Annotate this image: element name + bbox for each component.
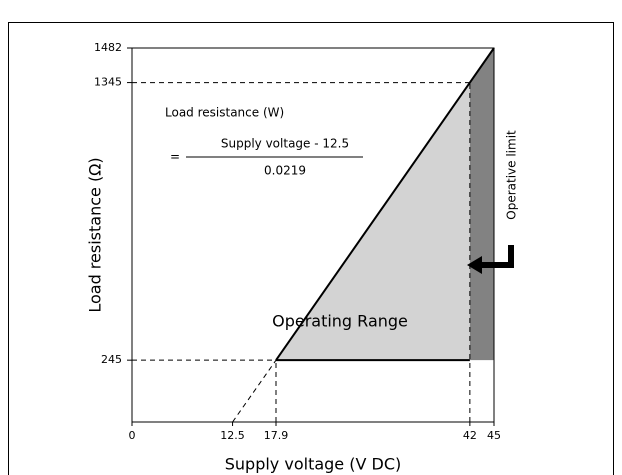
y-tick-label: 1482 <box>94 41 122 54</box>
y-tick-label: 245 <box>101 353 122 366</box>
x-tick-label: 42 <box>463 429 477 442</box>
limit-region <box>469 48 494 361</box>
region-label: Operating Range <box>272 312 408 331</box>
formula-eq: = <box>170 150 180 164</box>
formula-lhs: Load resistance (W) <box>165 106 284 120</box>
extension-line <box>232 359 277 423</box>
formula-numerator: Supply voltage - 12.5 <box>221 137 349 151</box>
formula-denominator: 0.0219 <box>264 164 306 178</box>
plot-frame <box>131 47 495 423</box>
plot <box>132 47 495 423</box>
x-axis-label: Supply voltage (V DC) <box>225 455 401 474</box>
limit-line <box>275 47 495 361</box>
x-tick-label: 45 <box>487 429 501 442</box>
x-tick-label: 17.9 <box>264 429 289 442</box>
y-tick-label: 1345 <box>94 76 122 89</box>
y-axis-label: Load resistance (Ω) <box>86 157 105 312</box>
limit-label: Operative limit <box>505 130 519 220</box>
x-tick-label: 0 <box>129 429 136 442</box>
x-tick-label: 12.5 <box>220 429 245 442</box>
frame <box>8 22 614 475</box>
limit-arrow <box>467 245 514 274</box>
